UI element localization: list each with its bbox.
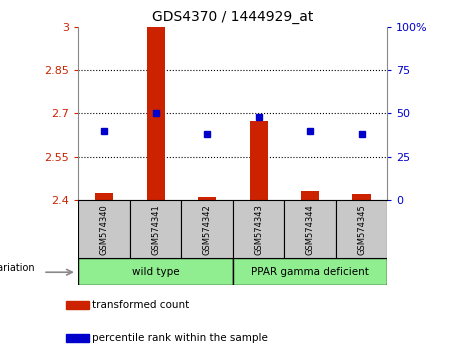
Text: GSM574342: GSM574342 [202,204,212,255]
Bar [336,200,387,258]
Bar [130,200,181,258]
Text: GSM574341: GSM574341 [151,204,160,255]
Bar [181,200,233,258]
Bar [249,120,267,200]
Text: GSM574344: GSM574344 [306,204,314,255]
Bar [301,191,319,200]
Bar [147,27,165,200]
Bar [233,258,387,285]
Text: wild type: wild type [132,267,179,277]
Bar [284,200,336,258]
Bar [95,193,113,200]
Bar [198,196,216,200]
Text: transformed count: transformed count [92,300,189,310]
Bar [65,334,89,342]
Text: GSM574345: GSM574345 [357,204,366,255]
Bar [233,200,284,258]
Bar [65,301,89,309]
Bar [78,258,233,285]
Text: GSM574343: GSM574343 [254,204,263,255]
Text: GSM574340: GSM574340 [100,204,109,255]
Bar [353,194,371,200]
Text: genotype/variation: genotype/variation [0,263,35,273]
Title: GDS4370 / 1444929_at: GDS4370 / 1444929_at [152,10,313,24]
Bar [78,200,130,258]
Text: PPAR gamma deficient: PPAR gamma deficient [251,267,369,277]
Text: percentile rank within the sample: percentile rank within the sample [92,333,267,343]
